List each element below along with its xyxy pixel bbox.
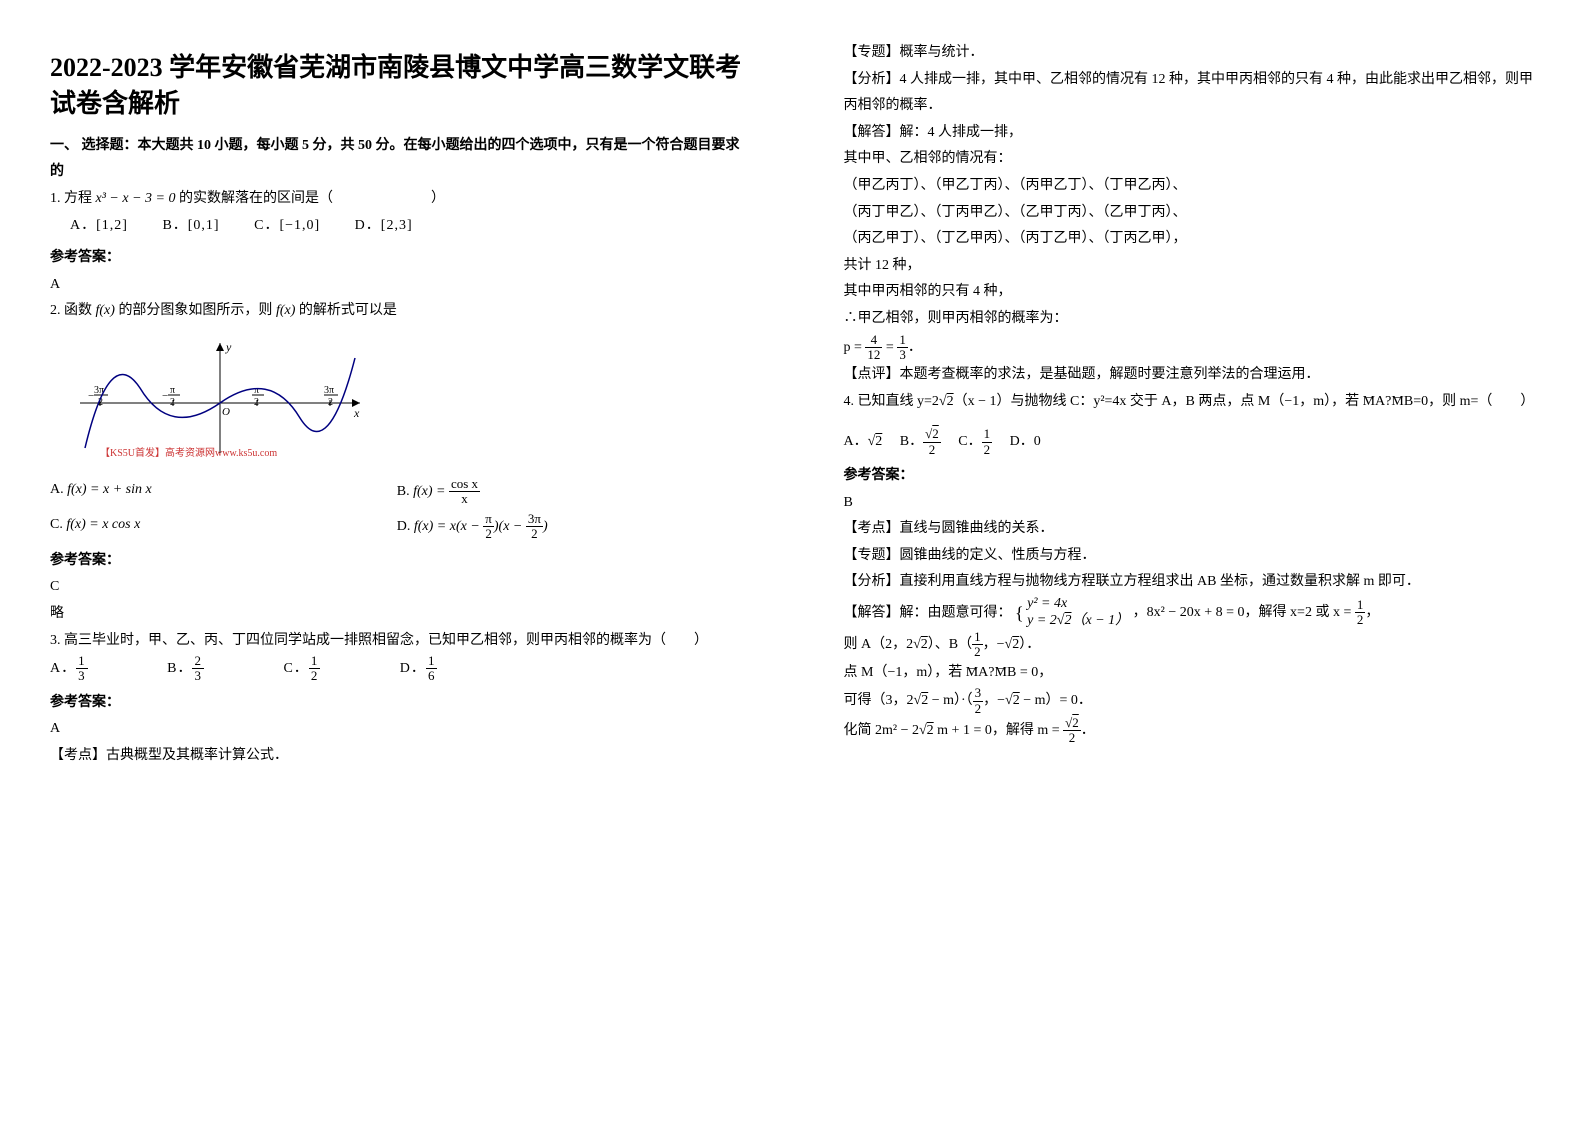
- q4-stem-b: （x − 1）与抛物线 C：y²=4x 交于 A，B 两点，点 M（−1，m），…: [954, 394, 1363, 409]
- q1-opt-b: B．[0,1]: [162, 218, 219, 233]
- q2-opt-a-pre: A.: [50, 482, 64, 497]
- q3-ans: A: [50, 716, 744, 743]
- q4-ans: B: [844, 490, 1538, 517]
- q4-simplify: 化简 2m² − 2√2 m + 1 = 0，解得 m = √22．: [844, 716, 1538, 746]
- question-4: 4. 已知直线 y=2√2（x − 1）与抛物线 C：y²=4x 交于 A，B …: [844, 389, 1538, 416]
- q1-opt-d: D．[2,3]: [355, 218, 413, 233]
- q2-opt-d-pre: D.: [397, 519, 411, 534]
- q2-opt-c: f(x) = x cos x: [66, 517, 140, 532]
- q1-ans-label: 参考答案：: [50, 245, 744, 272]
- q4-options: A．√2 B．√22 C．12 D．0: [844, 427, 1538, 457]
- question-3: 3. 高三毕业时，甲、乙、丙、丁四位同学站成一排照相留念，已知甲乙相邻，则甲丙相…: [50, 628, 744, 655]
- svg-text:π: π: [254, 385, 259, 396]
- q2-options-row1: A. f(x) = x + sin x B. f(x) = cos xx: [50, 477, 744, 507]
- q4-sqrt2: √2: [939, 394, 954, 409]
- q1-suffix: 的实数解落在的区间是（ ）: [175, 191, 445, 206]
- q1-opt-c: C．[−1,0]: [254, 218, 320, 233]
- q4-stem-c: =0，则 m=（ ）: [1413, 394, 1534, 409]
- q3-perm3: （丙乙甲丁）、（丁乙甲丙）、（丙丁乙甲）、（丁丙乙甲），: [844, 226, 1538, 253]
- svg-text:−: −: [162, 390, 168, 402]
- q2-prefix: 2. 函数: [50, 303, 96, 318]
- q2-opt-b: f(x) = cos xx: [413, 484, 480, 499]
- q4-sys2: y = 2√2（x − 1）: [1027, 613, 1129, 628]
- q3-therefore: ∴甲乙相邻，则甲丙相邻的概率为：: [844, 306, 1538, 333]
- q2-ans-label: 参考答案：: [50, 548, 744, 575]
- svg-text:π: π: [170, 385, 175, 396]
- question-1: 1. 方程 x³ − x − 3 = 0 的实数解落在的区间是（ ）: [50, 186, 744, 213]
- q4-ans-label: 参考答案：: [844, 463, 1538, 490]
- q2-mid: 的部分图象如图所示，则: [115, 303, 276, 318]
- q2-fx2: f(x): [276, 303, 295, 318]
- q2-options-row2: C. f(x) = x cos x D. f(x) = x(x − π2)(x …: [50, 512, 744, 542]
- q4-sys1: y² = 4x: [1027, 596, 1067, 611]
- q3-dianping: 【点评】本题考查概率的求法，是基础题，解题时要注意列举法的合理运用．: [844, 362, 1538, 389]
- q2-watermark: 【KS5U首发】高考资源网www.ks5u.com: [100, 444, 744, 463]
- q4-zhuanti: 【专题】圆锥曲线的定义、性质与方程．: [844, 543, 1538, 570]
- q3-total: 共计 12 种，: [844, 253, 1538, 280]
- q3-sub4: 其中甲丙相邻的只有 4 种，: [844, 279, 1538, 306]
- q1-prefix: 1. 方程: [50, 191, 96, 206]
- q1-options: A．[1,2] B．[0,1] C．[−1,0] D．[2,3]: [70, 213, 744, 240]
- q4-fenxi: 【分析】直接利用直线方程与抛物线方程联立方程组求出 AB 坐标，通过数量积求解 …: [844, 569, 1538, 596]
- q3-perm2: （丙丁甲乙）、（丁丙甲乙）、（乙甲丁丙）、（乙甲丁丙）、: [844, 200, 1538, 227]
- q4-jieda-pre: 【解答】解：由题意可得：: [844, 605, 1012, 620]
- q2-opt-d: f(x) = x(x − π2)(x − 3π2): [414, 519, 548, 534]
- svg-text:x: x: [353, 406, 360, 420]
- svg-text:y: y: [225, 340, 232, 354]
- exam-title: 2022-2023 学年安徽省芜湖市南陵县博文中学高三数学文联考试卷含解析: [50, 50, 744, 123]
- q3-perm1: （甲乙丙丁）、（甲乙丁丙）、（丙甲乙丁）、（丁甲乙丙）、: [844, 173, 1538, 200]
- q3-jieda-label: 【解答】解：4 人排成一排，: [844, 120, 1538, 147]
- q2-note: 略: [50, 601, 744, 628]
- q3-fenxi: 【分析】4 人排成一排，其中甲、乙相邻的情况有 12 种，其中甲丙相邻的只有 4…: [844, 67, 1538, 120]
- svg-text:3π: 3π: [324, 385, 334, 396]
- q4-after-sys: ，8x² − 20x + 8 = 0，解得 x=2 或 x = 12，: [1133, 605, 1380, 620]
- q4-stem-a: 4. 已知直线 y=2: [844, 394, 939, 409]
- q3-ans-label: 参考答案：: [50, 690, 744, 717]
- q3-line2: 其中甲、乙相邻的情况有：: [844, 146, 1538, 173]
- q2-opt-c-pre: C.: [50, 517, 63, 532]
- q4-vec: →MA: [1363, 394, 1386, 409]
- q3-zhuanti: 【专题】概率与统计．: [844, 40, 1538, 67]
- section-1-head: 一、 选择题：本大题共 10 小题，每小题 5 分，共 50 分。在每小题给出的…: [50, 133, 744, 186]
- q2-graph: y x O − 3π2 − π2 π2 3π2 【KS5U首发】高考资源网www…: [70, 333, 744, 463]
- q2-opt-b-pre: B.: [397, 484, 410, 499]
- q4-dot-expand: 可得（3，2√2 − m）·（32，−√2 − m）= 0．: [844, 686, 1538, 716]
- q1-ans: A: [50, 272, 744, 299]
- q4-then-ab: 则 A（2，2√2）、B（12，−√2）．: [844, 630, 1538, 660]
- q2-opt-a: f(x) = x + sin x: [67, 482, 152, 497]
- q4-jieda: 【解答】解：由题意可得： { y² = 4x y = 2√2（x − 1） ，8…: [844, 596, 1538, 630]
- svg-text:O: O: [222, 406, 230, 418]
- q2-suffix: 的解析式可以是: [295, 303, 397, 318]
- q4-kaodian: 【考点】直线与圆锥曲线的关系．: [844, 516, 1538, 543]
- q1-opt-a: A．[1,2]: [70, 218, 128, 233]
- question-2: 2. 函数 f(x) 的部分图象如图所示，则 f(x) 的解析式可以是: [50, 298, 744, 325]
- q4-m-line: 点 M（−1，m），若 →MA?→MB = 0，: [844, 660, 1538, 687]
- q2-ans: C: [50, 574, 744, 601]
- q3-kaodian: 【考点】古典概型及其概率计算公式．: [50, 743, 744, 770]
- q3-p-expr: p = 412 = 13．: [844, 333, 1538, 363]
- q3-options: A．13 B．23 C．12 D．16: [50, 654, 744, 684]
- q4-vec2: →MB: [1391, 394, 1413, 409]
- q1-expr: x³ − x − 3 = 0: [96, 191, 176, 206]
- q2-fx1: f(x): [96, 303, 115, 318]
